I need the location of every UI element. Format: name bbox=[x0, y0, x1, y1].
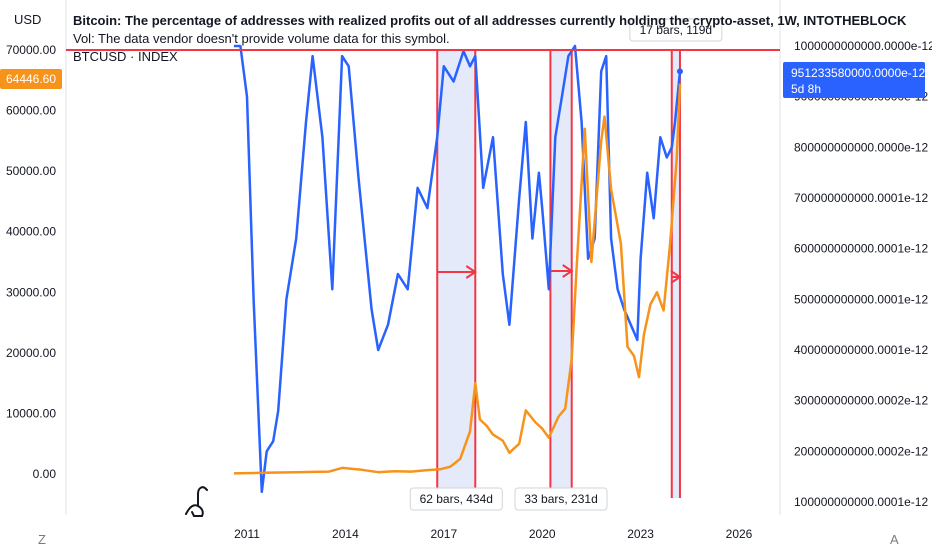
right-axis-tick-label: 100000000000.0001e-12 bbox=[794, 495, 928, 509]
range-label: 62 bars, 434d bbox=[420, 492, 493, 506]
right-axis-tick-label: 600000000000.0001e-12 bbox=[794, 242, 928, 256]
x-axis-tick-label: 2014 bbox=[332, 527, 359, 541]
x-axis-tick-label: 2017 bbox=[430, 527, 457, 541]
symbol-label: BTCUSD · INDEX bbox=[73, 49, 178, 64]
indicator-series-line bbox=[233, 44, 682, 494]
range-label-box bbox=[629, 18, 723, 42]
indicator-last-point bbox=[676, 68, 683, 75]
left-axis-tick-label: 20000.00 bbox=[6, 346, 56, 360]
range-arrow-head bbox=[465, 265, 478, 279]
right-axis-tick-label: 400000000000.0001e-12 bbox=[794, 343, 928, 357]
left-axis-unit: USD bbox=[14, 12, 42, 27]
range-label-box bbox=[514, 487, 608, 511]
indicator-badge-value: 951233580000.0000e-12 bbox=[791, 66, 925, 80]
right-axis-tick-label: 200000000000.0002e-12 bbox=[794, 444, 928, 458]
chart-title: Bitcoin: The percentage of addresses wit… bbox=[73, 13, 907, 28]
indicator-badge-bg bbox=[783, 62, 925, 98]
right-axis-tick-label: 1000000000000.0000e-12 bbox=[794, 39, 932, 53]
right-axis-tick-label: 700000000000.0001e-12 bbox=[794, 191, 928, 205]
left-axis-tick-label: 0.00 bbox=[33, 467, 57, 481]
left-axis-tick-label: 30000.00 bbox=[6, 285, 56, 299]
left-axis-tick-label: 50000.00 bbox=[6, 164, 56, 178]
auto-scale-toggle[interactable]: A bbox=[890, 532, 899, 547]
left-axis-tick-label: 40000.00 bbox=[6, 225, 56, 239]
price-badge-bg bbox=[0, 69, 62, 89]
range-label-box bbox=[409, 487, 503, 511]
left-axis-tick-label: 10000.00 bbox=[6, 406, 56, 420]
volume-note: Vol: The data vendor doesn't provide vol… bbox=[73, 31, 450, 46]
range-arrow-head bbox=[562, 264, 574, 278]
range-fill bbox=[550, 50, 572, 498]
right-axis-tick-label: 800000000000.0000e-12 bbox=[794, 140, 928, 154]
x-axis-tick-label: 2020 bbox=[529, 527, 556, 541]
price-badge: 64446.60 bbox=[0, 69, 62, 89]
range-arrow-head bbox=[670, 270, 682, 284]
x-axis-tick-label: 2011 bbox=[234, 527, 260, 541]
range-label: 17 bars, 119d bbox=[640, 23, 713, 37]
left-axis-tick-label: 70000.00 bbox=[6, 43, 56, 57]
auto-scale-button[interactable]: Z bbox=[38, 532, 46, 547]
x-axis-tick-label: 2026 bbox=[726, 527, 753, 541]
indicator-badge: 951233580000.0000e-12 5d 8h bbox=[783, 62, 925, 98]
price-series-line bbox=[233, 83, 682, 475]
right-axis-tick-label: 300000000000.0002e-12 bbox=[794, 394, 928, 408]
left-axis-tick-label: 60000.00 bbox=[6, 104, 56, 118]
indicator-badge-countdown: 5d 8h bbox=[791, 82, 821, 96]
dinosaur-icon bbox=[185, 486, 208, 517]
x-axis-tick-label: 2023 bbox=[627, 527, 654, 541]
range-label: 33 bars, 231d bbox=[524, 492, 597, 506]
right-axis-tick-label: 500000000000.0001e-12 bbox=[794, 292, 928, 306]
range-fill bbox=[437, 50, 476, 498]
chart-header: Bitcoin: The percentage of addresses wit… bbox=[73, 12, 906, 66]
price-badge-value: 64446.60 bbox=[6, 72, 56, 86]
